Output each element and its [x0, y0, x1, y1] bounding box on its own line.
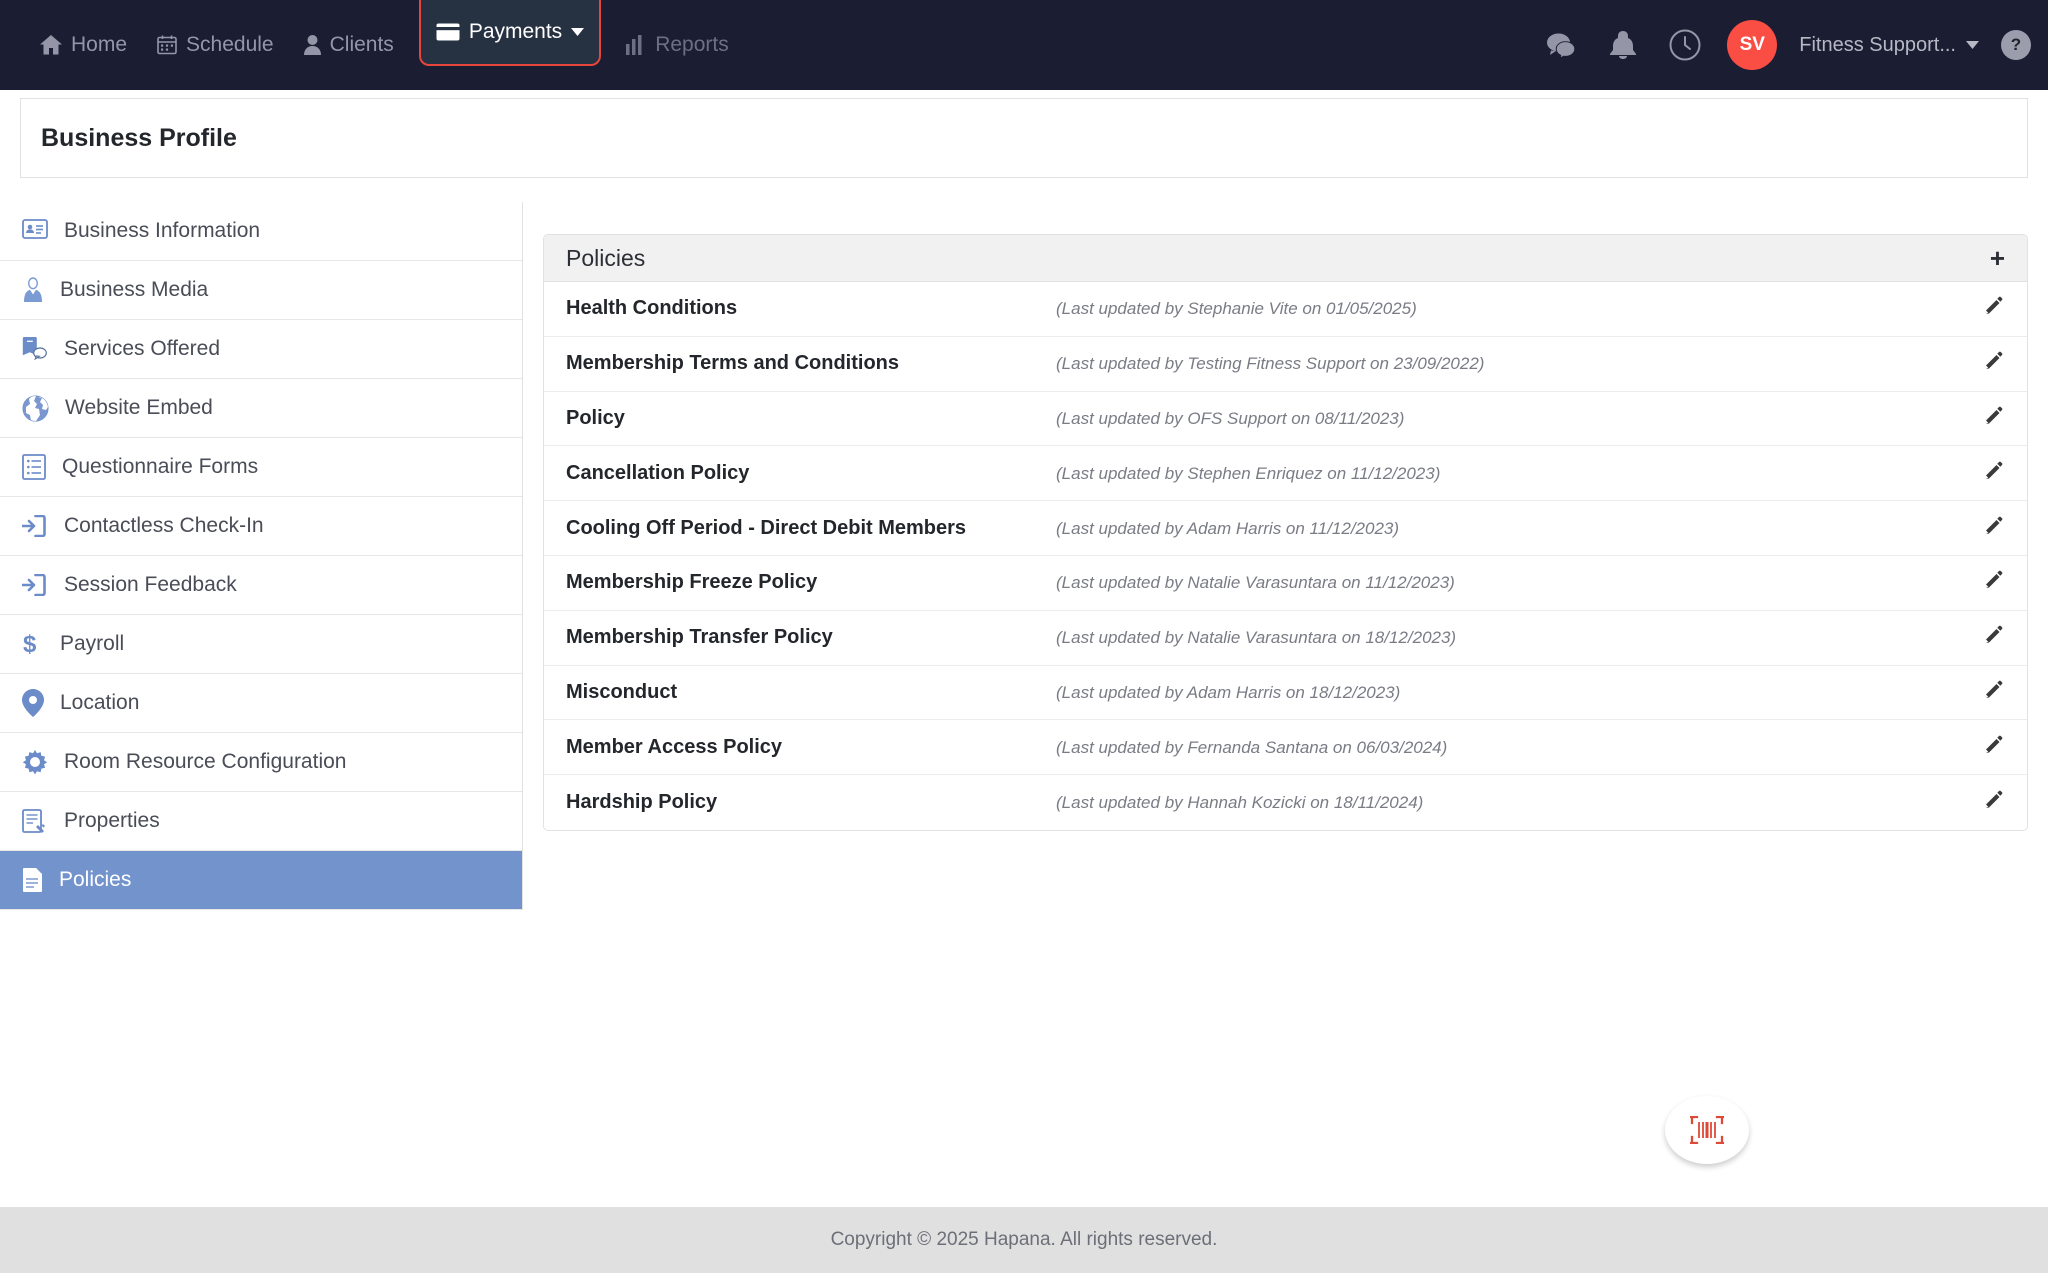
- svg-text:$: $: [23, 631, 37, 658]
